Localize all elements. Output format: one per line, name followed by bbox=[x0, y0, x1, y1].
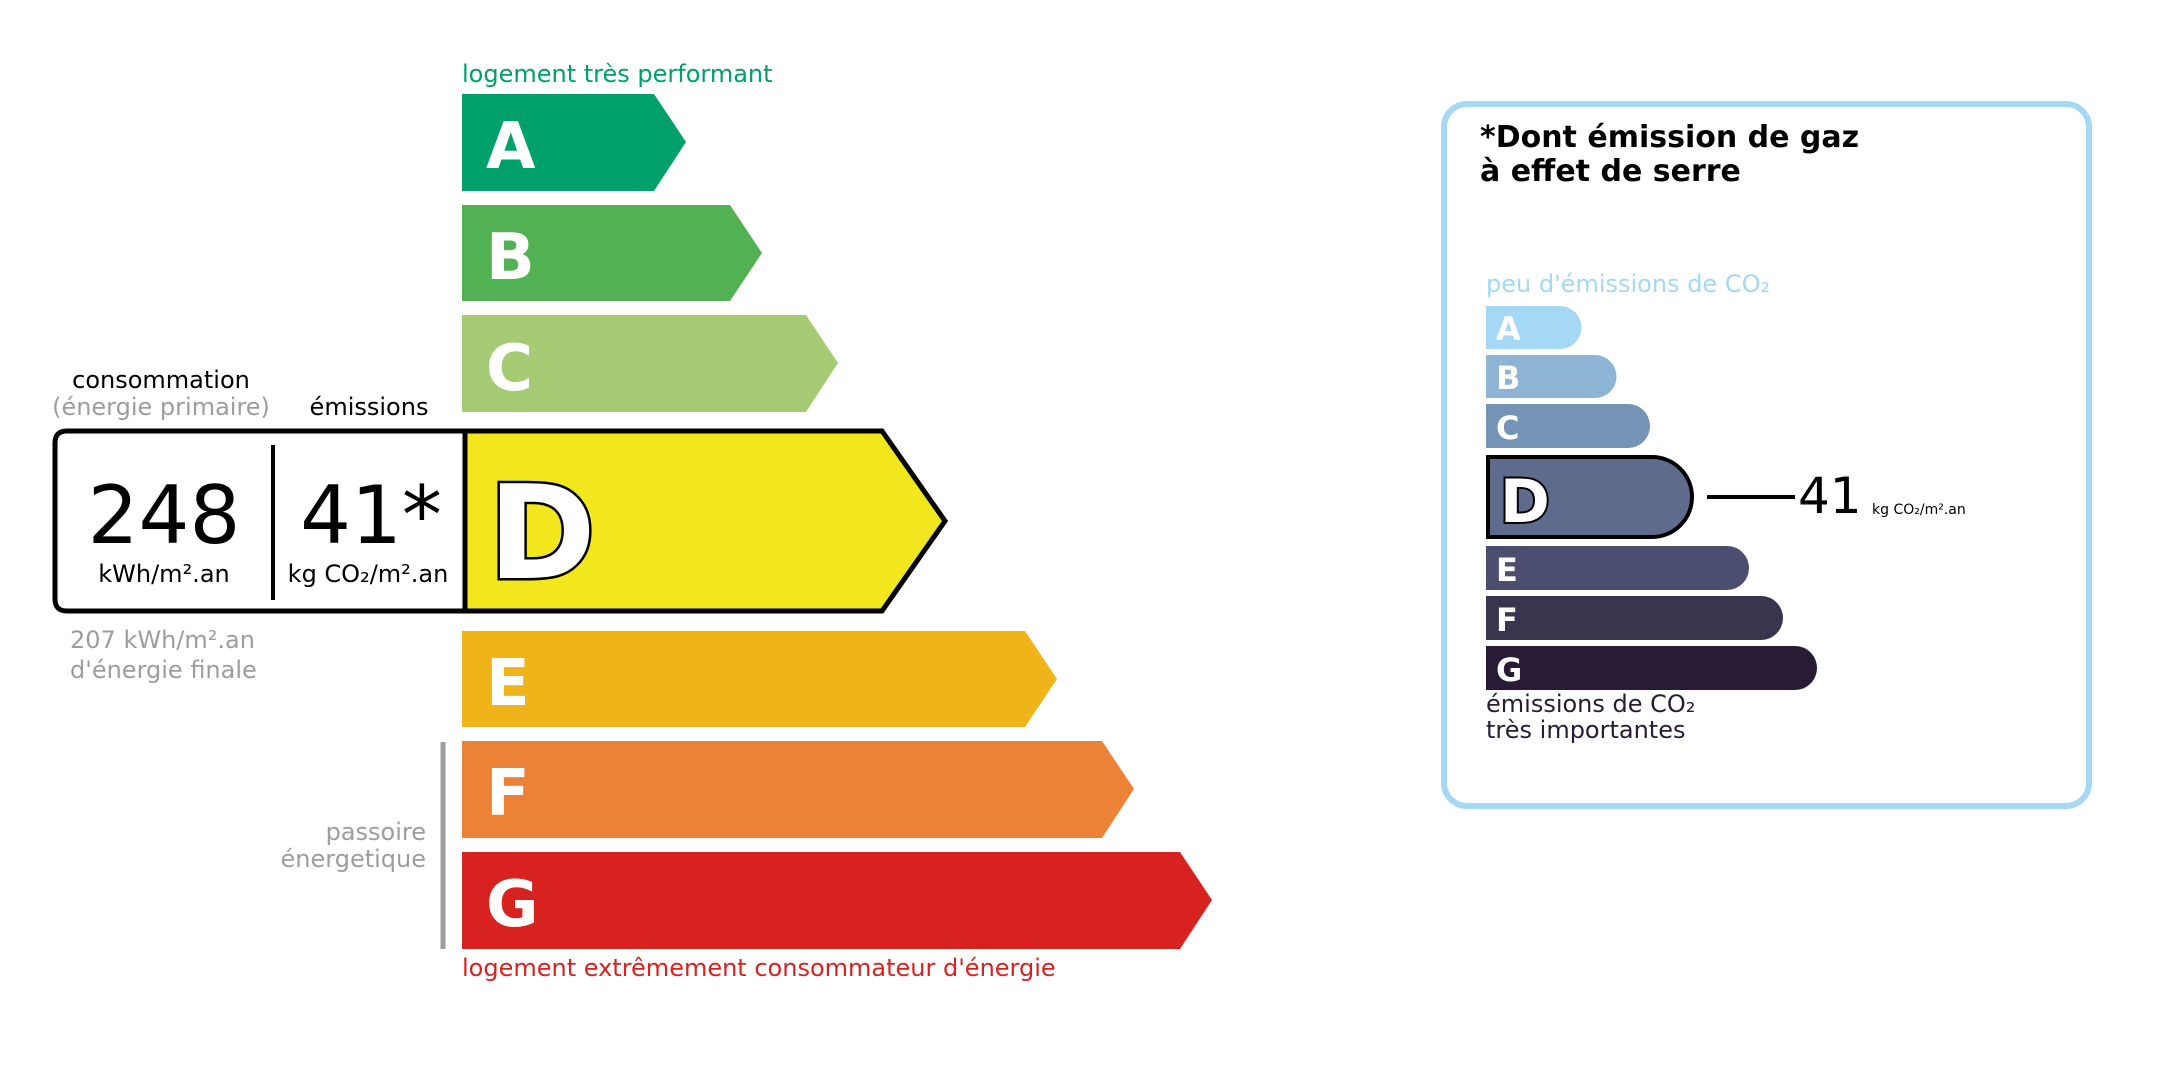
ges-bar-d bbox=[1486, 455, 1695, 539]
ges-bar-e bbox=[1486, 546, 1749, 590]
consumption-unit: kWh/m².an bbox=[98, 560, 230, 588]
consumption-value: 248 bbox=[87, 469, 241, 562]
ges-letter-g: G bbox=[1496, 651, 1522, 689]
emissions-unit: kg CO₂/m².an bbox=[287, 560, 449, 588]
energy-bar-b bbox=[462, 205, 762, 301]
ges-bar-a bbox=[1486, 306, 1582, 349]
ges-bar-g bbox=[1486, 646, 1817, 690]
energy-letter-b: B bbox=[486, 221, 535, 295]
energy-bar-f bbox=[462, 741, 1134, 838]
ges-bottom-label-2: très importantes bbox=[1486, 716, 1686, 744]
energy-scale: A B C D E F G bbox=[52, 94, 1212, 949]
emissions-label: émissions bbox=[309, 393, 429, 421]
consumption-sublabel: (énergie primaire) bbox=[52, 393, 270, 421]
energy-bottom-label: logement extrêmement consommateur d'éner… bbox=[462, 954, 1056, 982]
ges-bar-f bbox=[1486, 596, 1783, 640]
ges-value: 41 bbox=[1798, 467, 1862, 525]
ges-unit: kg CO₂/m².an bbox=[1872, 502, 1966, 518]
energy-letter-e: E bbox=[486, 647, 530, 721]
energy-letter-f: F bbox=[486, 757, 530, 831]
passoire-label-2: énergetique bbox=[280, 845, 426, 873]
energy-letter-a: A bbox=[486, 110, 536, 184]
energy-bar-a bbox=[462, 94, 686, 191]
ges-title-1: *Dont émission de gaz bbox=[1480, 120, 1860, 155]
consumption-label: consommation bbox=[72, 366, 250, 394]
ges-title-2: à effet de serre bbox=[1480, 154, 1741, 189]
passoire-label-1: passoire bbox=[325, 818, 426, 846]
final-energy-value: 207 kWh/m².an bbox=[70, 626, 255, 654]
ges-letter-e: E bbox=[1496, 551, 1518, 589]
energy-bar-g bbox=[462, 852, 1212, 949]
ges-bar-c bbox=[1486, 404, 1650, 448]
energy-current-box bbox=[52, 428, 468, 614]
ges-panel bbox=[1441, 101, 2092, 809]
energy-bar-e bbox=[462, 631, 1057, 727]
ges-letter-c: C bbox=[1496, 409, 1519, 447]
ges-letter-a: A bbox=[1496, 310, 1521, 348]
energy-top-label: logement très performant bbox=[462, 60, 773, 88]
final-energy-label: d'énergie finale bbox=[70, 656, 257, 684]
energy-bar-d bbox=[462, 428, 949, 614]
energy-letter-c: C bbox=[486, 332, 533, 406]
ges-letter-d: D bbox=[1500, 467, 1550, 537]
ges-top-label: peu d'émissions de CO₂ bbox=[1486, 270, 1771, 298]
energy-bar-c bbox=[462, 315, 838, 412]
energy-letter-g: G bbox=[486, 868, 539, 942]
ges-bar-b bbox=[1486, 355, 1617, 398]
ges-letter-f: F bbox=[1496, 601, 1518, 639]
ges-bottom-label-1: émissions de CO₂ bbox=[1486, 690, 1696, 718]
ges-letter-b: B bbox=[1496, 359, 1520, 397]
emissions-value: 41* bbox=[300, 469, 442, 562]
energy-letter-d: D bbox=[488, 457, 596, 609]
